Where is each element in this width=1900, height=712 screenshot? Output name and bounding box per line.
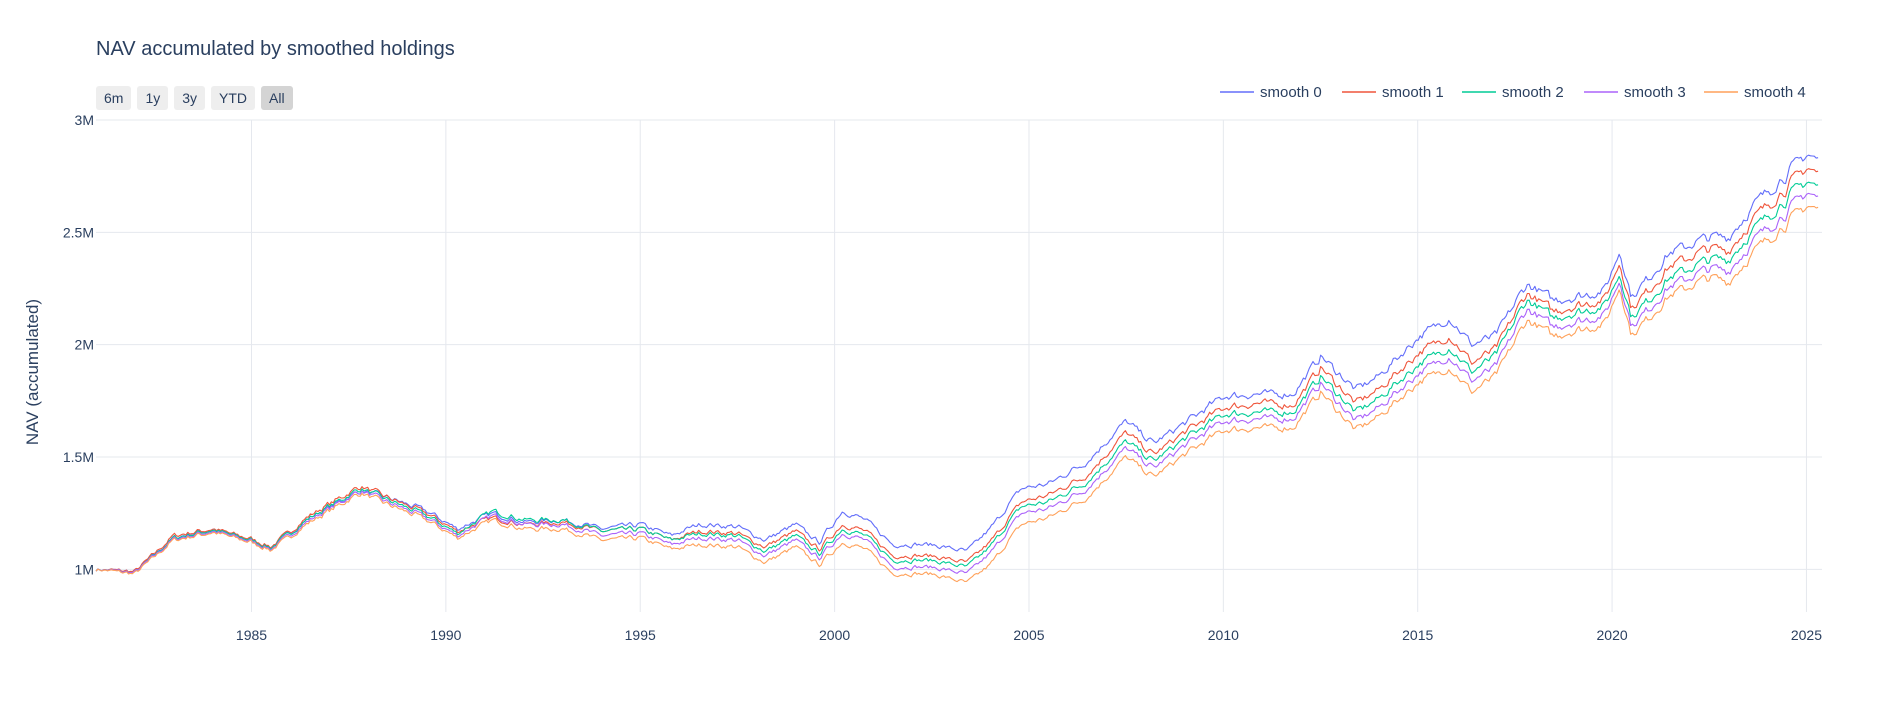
legend-label: smooth 0 <box>1260 84 1322 101</box>
legend-item[interactable]: smooth 0 <box>1220 84 1322 101</box>
legend-label: smooth 4 <box>1744 84 1806 101</box>
x-tick-label: 2015 <box>1402 627 1433 643</box>
y-tick-label: 3M <box>75 112 94 128</box>
x-axis-ticks: 1985 1990 1995 2000 2005 2010 2015 2020 2025 <box>236 627 1822 643</box>
legend-label: smooth 3 <box>1624 84 1686 101</box>
range-button-1y[interactable]: 1y <box>137 86 169 110</box>
legend-item[interactable]: smooth 2 <box>1462 84 1564 101</box>
y-tick-label: 1.5M <box>63 449 94 465</box>
x-tick-label: 2020 <box>1597 627 1628 643</box>
series-line-smooth-4 <box>95 205 1819 583</box>
series-lines <box>95 154 1819 583</box>
legend-item[interactable]: smooth 3 <box>1584 84 1686 101</box>
legend-item[interactable]: smooth 4 <box>1704 84 1806 101</box>
legend: smooth 0 smooth 1 smooth 2 smooth 3 smooth 4 <box>1220 84 1806 101</box>
series-line-smooth-0 <box>95 154 1819 573</box>
range-selector: 6m 1y 3y YTD All <box>96 86 293 110</box>
x-tick-label: 1995 <box>625 627 656 643</box>
y-axis-ticks: 1M 1.5M 2M 2.5M 3M <box>63 112 94 577</box>
grid-lines <box>96 119 1822 612</box>
x-tick-label: 2025 <box>1791 627 1822 643</box>
range-button-6m[interactable]: 6m <box>96 86 132 110</box>
x-tick-label: 2000 <box>819 627 850 643</box>
y-tick-label: 1M <box>75 561 94 577</box>
x-tick-label: 2010 <box>1208 627 1239 643</box>
y-axis-label: NAV (accumulated) <box>23 299 42 445</box>
range-button-3y[interactable]: 3y <box>174 86 206 110</box>
series-line-smooth-2 <box>95 181 1819 574</box>
legend-item[interactable]: smooth 1 <box>1342 84 1444 101</box>
y-tick-label: 2M <box>75 337 94 353</box>
range-button-ytd[interactable]: YTD <box>211 86 256 110</box>
legend-label: smooth 1 <box>1382 84 1444 101</box>
series-line-smooth-1 <box>95 168 1819 573</box>
legend-label: smooth 2 <box>1502 84 1564 101</box>
chart-title: NAV accumulated by smoothed holdings <box>96 38 455 60</box>
x-tick-label: 1990 <box>430 627 461 643</box>
x-tick-label: 1985 <box>236 627 267 643</box>
series-line-smooth-3 <box>95 192 1819 574</box>
range-button-all[interactable]: All <box>261 86 293 110</box>
x-tick-label: 2005 <box>1013 627 1044 643</box>
y-tick-label: 2.5M <box>63 224 94 240</box>
